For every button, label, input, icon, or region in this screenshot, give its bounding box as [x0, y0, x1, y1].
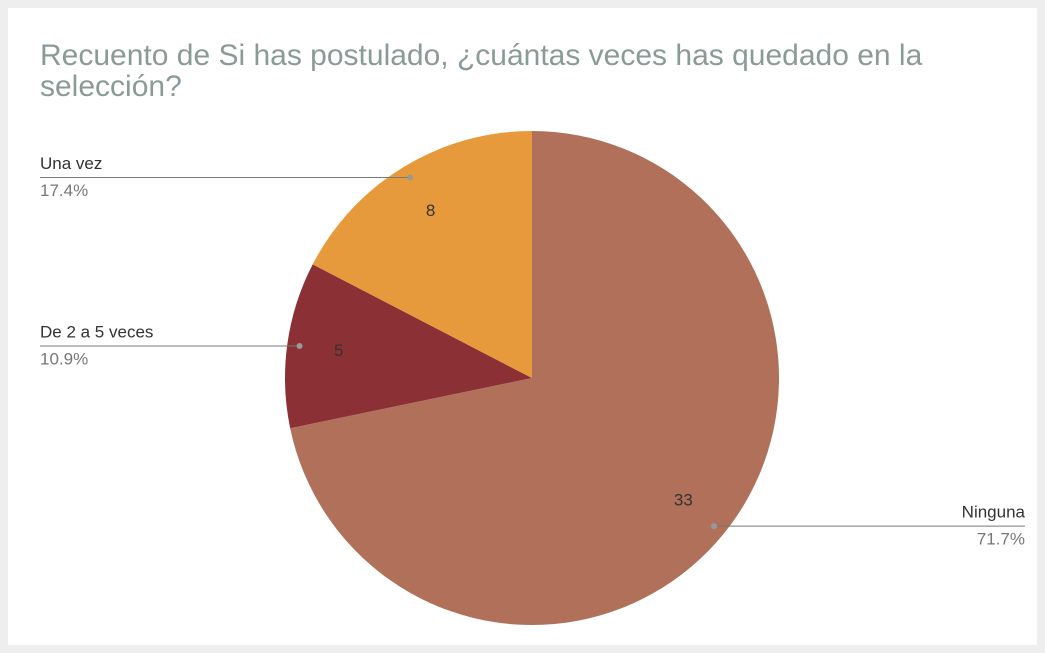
percent-label: 71.7%	[977, 530, 1025, 549]
leader-dot	[296, 343, 303, 350]
pie-slice	[284, 264, 532, 429]
category-label: Una vez	[40, 154, 102, 173]
leader-dot	[407, 174, 414, 181]
pie-slice	[290, 131, 779, 626]
chart-title: Recuento de Si has postulado, ¿cuántas v…	[40, 39, 923, 103]
slice-value-label: 5	[334, 341, 343, 360]
category-label: Ninguna	[962, 503, 1026, 522]
category-label: De 2 a 5 veces	[40, 323, 153, 342]
percent-label: 10.9%	[40, 350, 88, 369]
slice-value-label: 33	[674, 491, 693, 510]
pie-slice	[312, 131, 532, 378]
leader-dot	[711, 523, 718, 530]
percent-label: 17.4%	[40, 181, 88, 200]
slice-value-label: 8	[426, 201, 435, 220]
